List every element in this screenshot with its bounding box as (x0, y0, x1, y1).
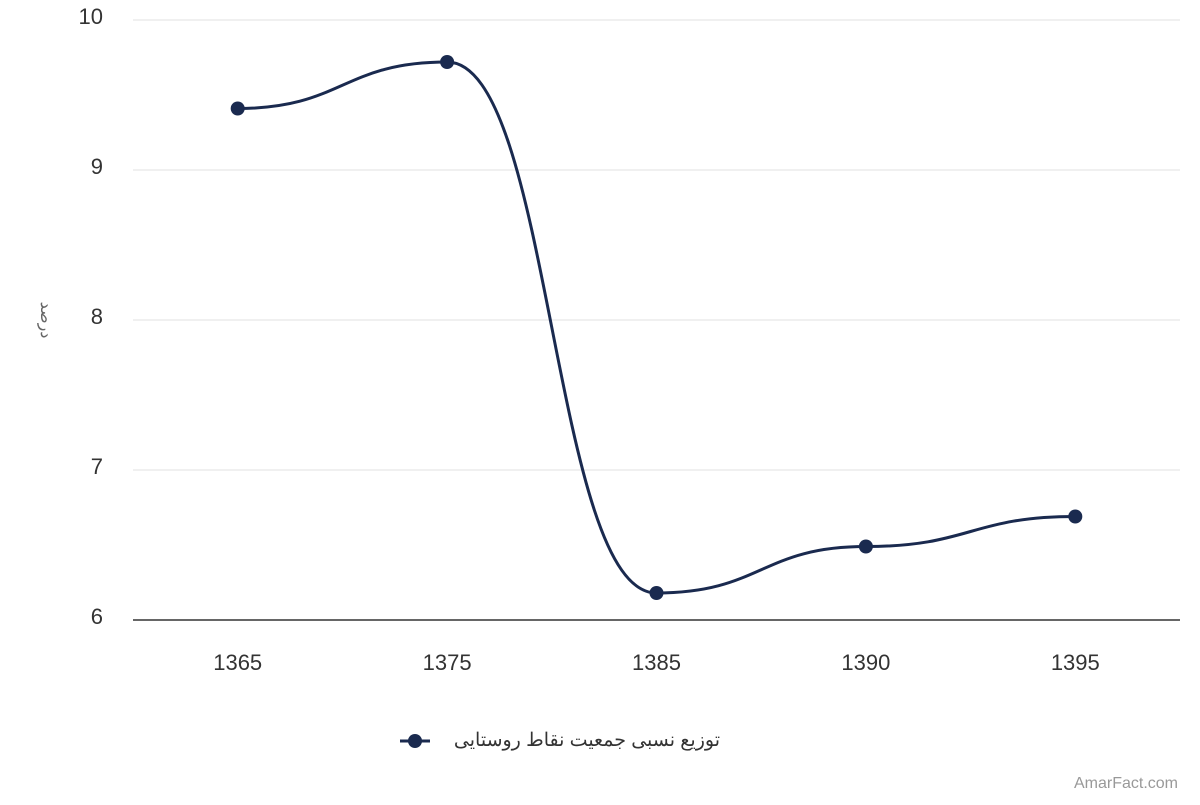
y-axis-label: درصد (37, 302, 54, 339)
y-tick-label: 8 (91, 304, 103, 329)
y-tick-label: 7 (91, 454, 103, 479)
y-tick-label: 10 (79, 4, 103, 29)
x-tick-label: 1395 (1051, 650, 1100, 675)
data-point (1068, 509, 1083, 524)
credit: AmarFact.com (1074, 775, 1178, 792)
x-tick-label: 1385 (632, 650, 681, 675)
x-tick-label: 1390 (841, 650, 890, 675)
data-point (858, 539, 873, 554)
series-line (237, 60, 1076, 595)
y-tick-label: 9 (91, 154, 103, 179)
legend-marker (408, 734, 422, 748)
x-tick-label: 1365 (213, 650, 262, 675)
y-tick-label: 6 (91, 604, 103, 629)
data-point (230, 101, 245, 116)
data-point (440, 55, 455, 69)
x-tick-label: 1375 (423, 650, 472, 675)
data-point (649, 586, 664, 600)
legend-label: توزیع نسبی جمعیت نقاط روستایی (454, 730, 720, 751)
